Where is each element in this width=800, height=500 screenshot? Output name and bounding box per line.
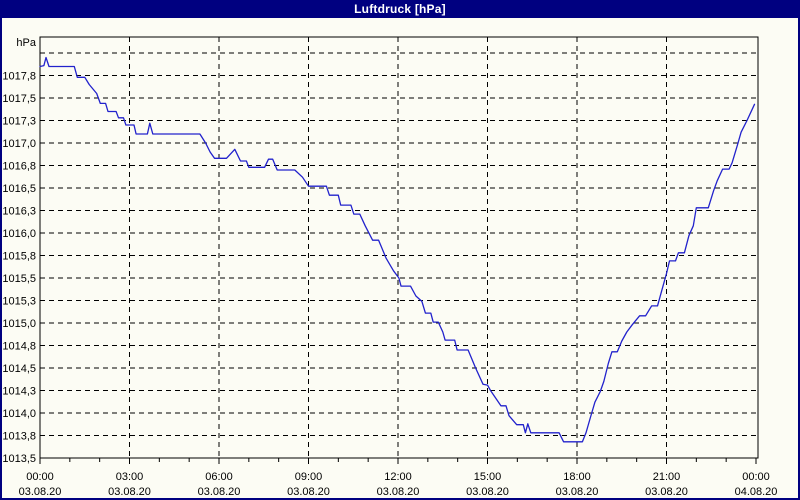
y-tick-label: 1016,5 xyxy=(2,183,36,195)
y-tick-label: 1014,3 xyxy=(2,386,36,398)
y-tick-label: 1017,8 xyxy=(2,71,36,83)
y-tick-label: 1017,0 xyxy=(2,138,36,150)
pressure-series-line xyxy=(39,56,756,443)
y-tick-label: 1016,8 xyxy=(2,161,36,173)
y-tick-label: 1014,8 xyxy=(2,341,36,353)
y-tick-label: 1017,3 xyxy=(2,116,36,128)
y-tick-label: 1014,0 xyxy=(2,408,36,420)
x-tick-time-label: 00:00 xyxy=(742,471,770,483)
x-tick-date-label: 03.08.20 xyxy=(377,486,420,498)
x-tick-time-label: 12:00 xyxy=(384,471,412,483)
x-tick-date-label: 03.08.20 xyxy=(556,486,599,498)
y-axis-unit-label: hPa xyxy=(16,37,36,49)
x-tick-date-label: 03.08.20 xyxy=(19,486,62,498)
x-tick-date-label: 03.08.20 xyxy=(645,486,688,498)
x-tick-date-label: 03.08.20 xyxy=(287,486,330,498)
x-tick-time-label: 18:00 xyxy=(563,471,591,483)
x-tick-date-label: 03.08.20 xyxy=(466,486,509,498)
x-tick-time-label: 00:00 xyxy=(26,471,54,483)
y-tick-label: 1015,3 xyxy=(2,296,36,308)
x-tick-time-label: 09:00 xyxy=(295,471,323,483)
y-tick-label: 1013,8 xyxy=(2,431,36,443)
x-tick-time-label: 03:00 xyxy=(116,471,144,483)
x-tick-time-label: 15:00 xyxy=(474,471,502,483)
chart-area: hPa 1017,8 1017,5 1017,3 1017,0 1016,8 1016,5 1… xyxy=(2,18,798,498)
y-tick-label: 1016,0 xyxy=(2,228,36,240)
y-tick-label: 1014,5 xyxy=(2,363,36,375)
x-tick-time-label: 06:00 xyxy=(205,471,233,483)
y-tick-label: 1013,5 xyxy=(2,453,36,465)
y-tick-label: 1015,5 xyxy=(2,273,36,285)
x-tick-time-label: 21:00 xyxy=(653,471,681,483)
y-tick-label: 1015,0 xyxy=(2,318,36,330)
y-tick-label: 1016,3 xyxy=(2,206,36,218)
x-tick-date-label: 04.08.20 xyxy=(735,486,778,498)
y-tick-label: 1017,5 xyxy=(2,93,36,105)
x-tick-date-label: 03.08.20 xyxy=(198,486,241,498)
plot-frame xyxy=(39,36,759,459)
x-tick-date-label: 03.08.20 xyxy=(108,486,151,498)
y-tick-label: 1015,8 xyxy=(2,251,36,263)
page-title: Luftdruck [hPa] xyxy=(354,2,446,16)
pressure-line-chart: hPa 1017,8 1017,5 1017,3 1017,0 1016,8 1016,5 1… xyxy=(2,36,778,498)
title-bar: Luftdruck [hPa] xyxy=(2,0,798,18)
